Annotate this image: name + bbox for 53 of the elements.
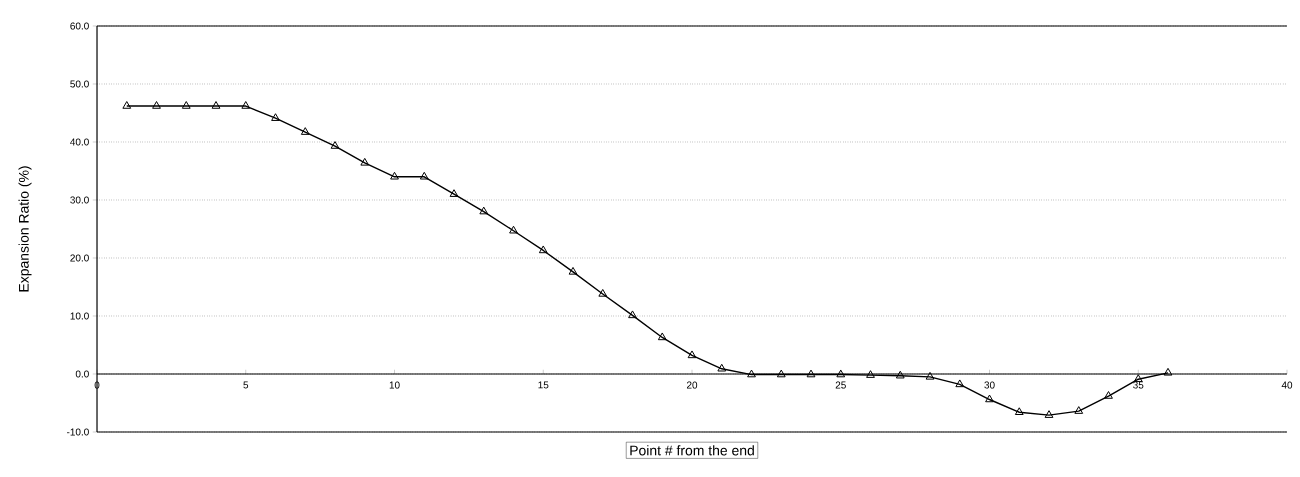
point xyxy=(241,101,251,109)
point xyxy=(1104,391,1113,399)
point xyxy=(479,206,489,215)
y-tick-label: 30.0 xyxy=(70,196,89,204)
point xyxy=(509,225,518,234)
x-tick-label: 25 xyxy=(835,381,846,389)
x-tick-label: 20 xyxy=(686,381,698,389)
y-tick-label: 40.0 xyxy=(70,138,89,146)
point xyxy=(568,266,578,275)
y-tick-label: 10.0 xyxy=(70,312,89,320)
y-tick-label: 50.0 xyxy=(70,80,89,88)
point xyxy=(1163,367,1173,376)
y-tick-label: 0.0 xyxy=(75,370,89,378)
point xyxy=(271,113,280,121)
point xyxy=(687,350,697,359)
point xyxy=(211,101,221,109)
point xyxy=(300,127,310,135)
point xyxy=(925,371,935,380)
x-tick-label: 30 xyxy=(984,381,995,389)
point xyxy=(122,101,132,109)
x-tick-label: 5 xyxy=(243,381,249,389)
y-tick-label: 20.0 xyxy=(70,254,89,262)
y-tick-label: -10.0 xyxy=(66,428,89,436)
point xyxy=(628,310,637,319)
point xyxy=(538,245,548,254)
y-tick-label: 60.0 xyxy=(70,22,89,30)
point xyxy=(1014,407,1024,416)
point xyxy=(598,288,608,297)
point xyxy=(806,369,816,378)
point xyxy=(449,189,459,197)
point xyxy=(657,332,667,341)
point xyxy=(747,369,756,378)
point xyxy=(985,394,994,403)
point xyxy=(895,370,905,379)
point xyxy=(955,379,965,388)
point xyxy=(181,101,191,109)
y-axis-title: Expansion Ratio (%) xyxy=(18,166,32,292)
x-tick-label: 10 xyxy=(389,381,400,389)
point xyxy=(1074,406,1084,414)
point xyxy=(152,101,161,109)
x-tick-label: 40 xyxy=(1281,381,1293,389)
point xyxy=(390,171,399,180)
point xyxy=(866,370,875,378)
point xyxy=(776,369,786,378)
point xyxy=(1044,410,1054,418)
point xyxy=(360,157,370,166)
x-tick-label: 35 xyxy=(1133,381,1144,389)
point xyxy=(330,141,340,149)
x-axis-title: Point # from the end xyxy=(630,445,754,456)
point xyxy=(419,171,429,180)
point xyxy=(717,363,727,372)
point xyxy=(836,369,846,378)
x-tick-label: 15 xyxy=(538,381,549,389)
